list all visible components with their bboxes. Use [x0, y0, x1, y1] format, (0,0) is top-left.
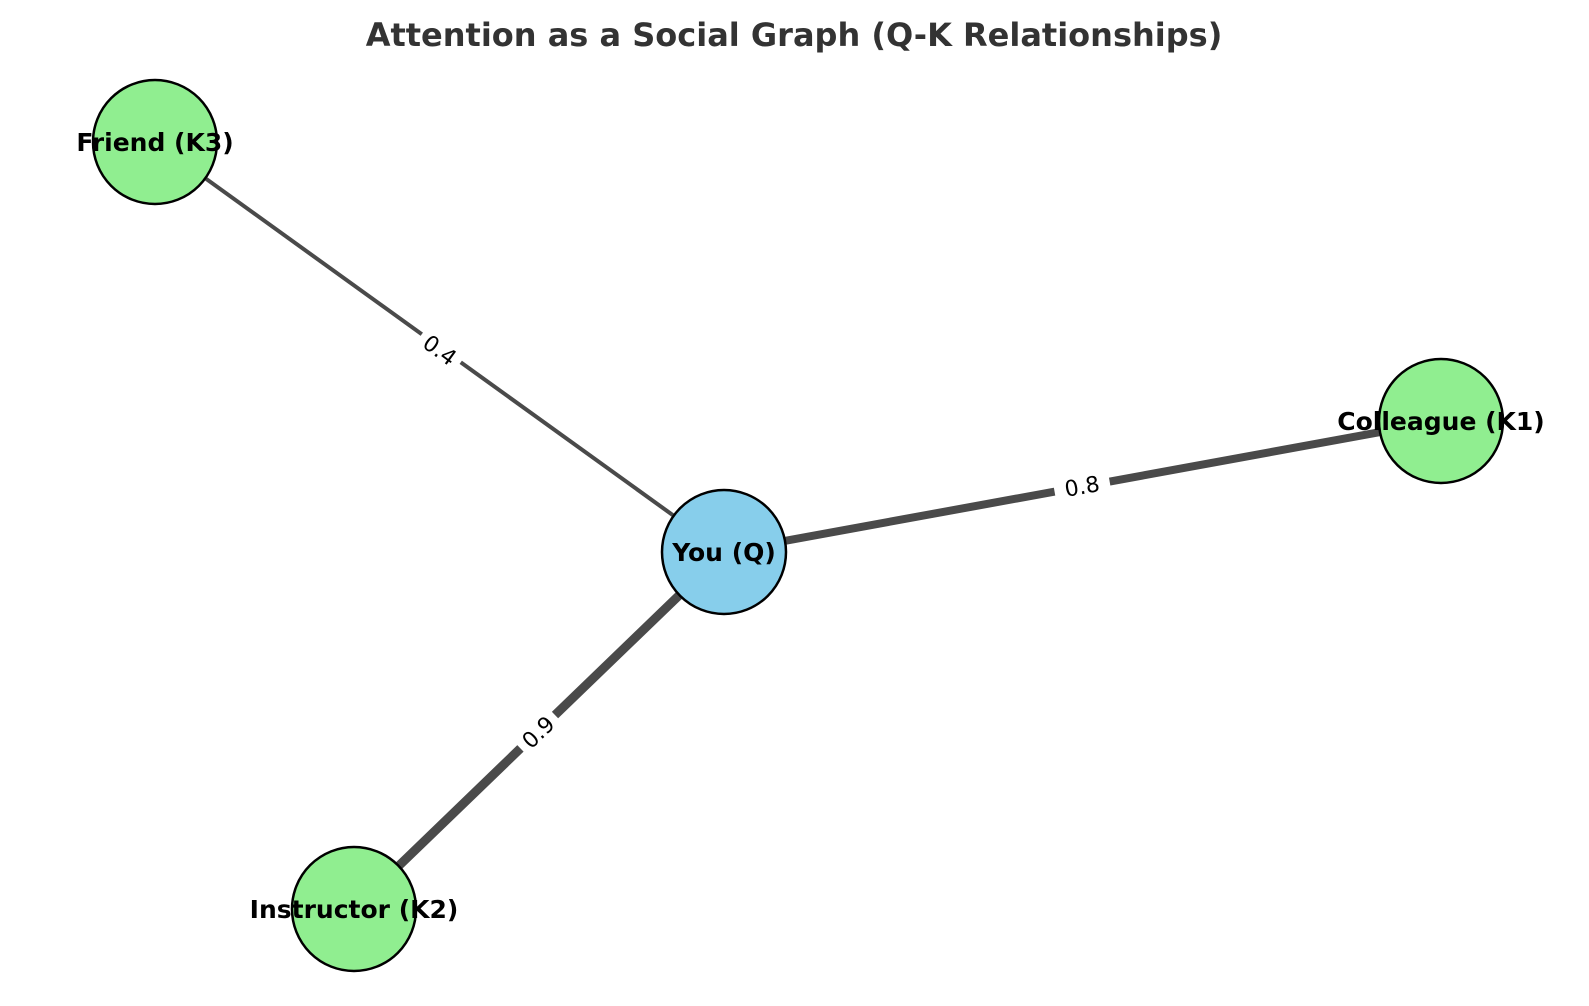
node-instructor [290, 845, 418, 973]
node-friend [91, 78, 219, 206]
node-label-friend: Friend (K3) [76, 128, 233, 157]
node-you [660, 488, 788, 616]
page-title: Attention as a Social Graph (Q-K Relatio… [366, 16, 1223, 54]
node-label-colleague: Colleague (K1) [1337, 407, 1544, 436]
node-colleague [1377, 357, 1505, 485]
edge-label-you-colleague: 0.8 [1051, 466, 1113, 506]
edge-label-text: 0.8 [1063, 472, 1102, 503]
node-label-you: You (Q) [671, 538, 776, 567]
node-label-instructor: Instructor (K2) [250, 895, 459, 924]
